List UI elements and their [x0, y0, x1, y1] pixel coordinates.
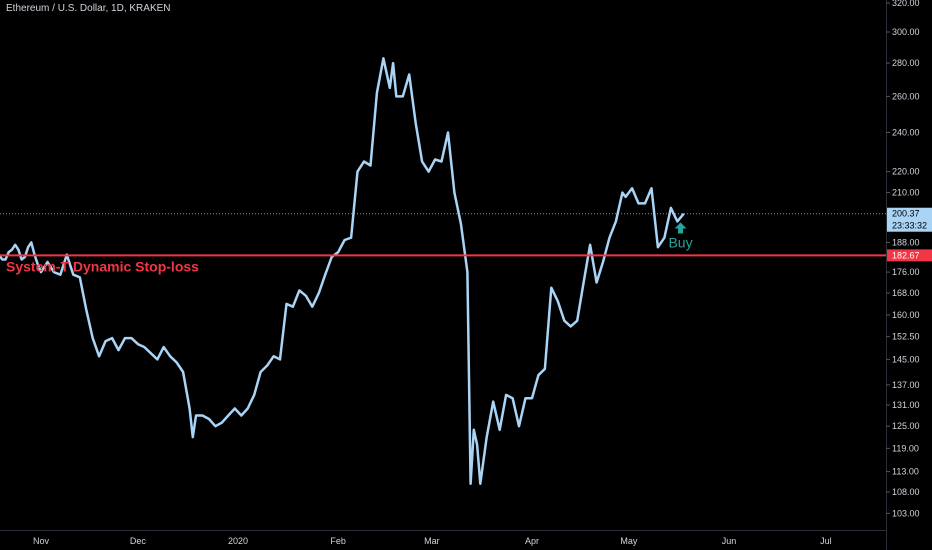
- y-tick-label: 176.00: [892, 267, 920, 277]
- y-tick-label: 188.00: [892, 237, 920, 247]
- y-tick-label: 119.00: [892, 443, 919, 453]
- y-tick-label: 137.00: [892, 380, 920, 390]
- price-series-line: [0, 57, 685, 485]
- y-tick-label: 280.00: [892, 58, 920, 68]
- stop-loss-price-label: 182.67: [892, 250, 920, 260]
- buy-signal-label: Buy: [668, 234, 692, 250]
- chart-title: Ethereum / U.S. Dollar, 1D, KRAKEN: [6, 3, 171, 14]
- y-tick-label: 152.50: [892, 332, 920, 342]
- x-tick-label: Nov: [33, 536, 50, 546]
- buy-arrow-icon: [674, 222, 687, 234]
- y-tick-label: 240.00: [892, 127, 920, 137]
- y-tick-label: 145.00: [892, 354, 920, 364]
- current-price-tag: [887, 207, 932, 232]
- y-tick-label: 125.00: [892, 421, 920, 431]
- y-tick-label: 300.00: [892, 27, 920, 37]
- y-tick-label: 131.00: [892, 400, 920, 410]
- stop-loss-annotation: System-T Dynamic Stop-loss: [6, 258, 199, 274]
- current-price-label: 200.37: [892, 209, 920, 219]
- y-tick-label: 168.00: [892, 288, 920, 298]
- y-tick-label: 103.00: [892, 508, 920, 518]
- y-tick-label: 210.00: [892, 188, 920, 198]
- x-tick-label: Feb: [330, 536, 346, 546]
- y-tick-label: 320.00: [892, 0, 920, 8]
- x-tick-label: May: [620, 536, 638, 546]
- x-tick-label: 2020: [228, 536, 248, 546]
- x-tick-label: Jul: [820, 536, 832, 546]
- y-tick-label: 260.00: [892, 91, 920, 101]
- x-tick-label: Mar: [424, 536, 440, 546]
- x-tick-label: Dec: [130, 536, 147, 546]
- stop-loss-price-tag: [887, 249, 932, 262]
- countdown-label: 23:33:32: [892, 221, 927, 231]
- y-tick-label: 160.00: [892, 310, 920, 320]
- y-tick-label: 113.00: [892, 467, 919, 477]
- y-tick-label: 108.00: [892, 487, 920, 497]
- x-tick-label: Jun: [722, 536, 737, 546]
- x-tick-label: Apr: [525, 536, 539, 546]
- y-tick-label: 220.00: [892, 167, 920, 177]
